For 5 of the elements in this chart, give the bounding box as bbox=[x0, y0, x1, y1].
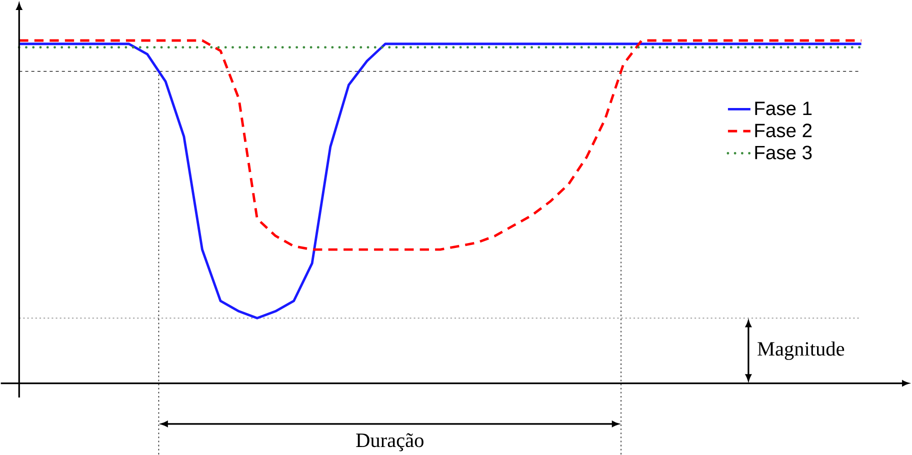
legend-label: Fase 2 bbox=[755, 124, 812, 138]
annotation: Magnitude bbox=[758, 342, 844, 360]
legend-label: Fase 3 bbox=[755, 146, 812, 160]
text: Duração bbox=[356, 433, 424, 452]
legend-label: Fase 1 bbox=[755, 102, 812, 116]
